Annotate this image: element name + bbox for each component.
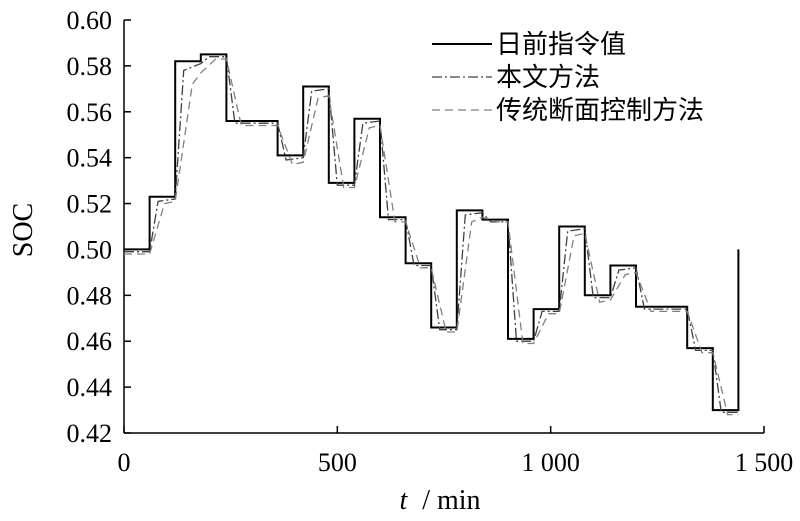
x-axis-unit: / min xyxy=(422,485,480,516)
series-line-2 xyxy=(124,58,739,416)
y-tick-label: 0.50 xyxy=(67,235,113,264)
y-tick-label: 0.54 xyxy=(67,144,113,173)
series-line-0 xyxy=(124,53,740,412)
y-ticks: 0.42 0.44 0.46 0.48 0.50 0.52 0.54 0.56 0.58 0.60 xyxy=(67,6,131,448)
series-line-1 xyxy=(124,56,739,413)
legend-label-1: 本文方法 xyxy=(496,63,600,93)
x-axis-variable: t xyxy=(399,485,408,516)
plot-area: 0 500 1 000 1 500 0.420.440.460.480.500.520… xyxy=(67,6,794,477)
y-tick-label: 0.42 xyxy=(67,419,113,448)
x-tick-label: 500 xyxy=(318,448,357,477)
x-tick-label: 1 000 xyxy=(521,448,580,477)
y-tick-label: 0.56 xyxy=(67,98,113,127)
x-axis-title: t / min xyxy=(399,485,480,516)
x-tick-label: 1 500 xyxy=(735,448,794,477)
y-tick-label: 0.48 xyxy=(67,281,113,310)
y-tick-label: 0.44 xyxy=(67,373,113,402)
y-axis-title: SOC xyxy=(8,203,39,257)
x-ticks: 0 500 1 000 1 500 xyxy=(118,426,794,477)
legend-label-0: 日前指令值 xyxy=(496,30,626,60)
y-tick-label: 0.52 xyxy=(67,190,113,219)
y-tick-label: 0.58 xyxy=(67,52,113,81)
series-lines xyxy=(124,53,740,416)
y-tick-label: 0.60 xyxy=(67,6,113,35)
y-tick-label: 0.46 xyxy=(67,327,113,356)
x-tick-label: 0 xyxy=(118,448,131,477)
legend-label-2: 传统断面控制方法 xyxy=(496,96,704,126)
